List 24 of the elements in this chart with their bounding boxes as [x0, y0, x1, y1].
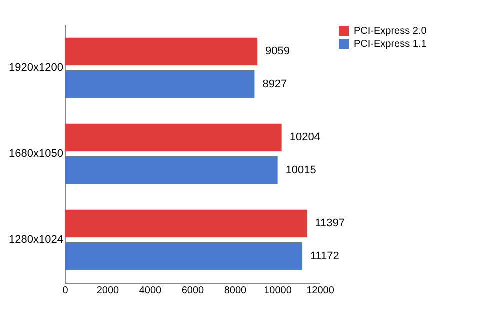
y-tick-label: 1920x1200	[9, 62, 64, 74]
data-label: 11397	[315, 218, 345, 230]
y-tick-label: 1280x1024	[9, 234, 64, 246]
data-label: 9059	[266, 46, 290, 58]
x-tick-label: 6000	[182, 286, 205, 296]
bar	[65, 38, 258, 66]
bar	[65, 156, 278, 184]
data-label: 8927	[262, 78, 288, 90]
data-label: 10204	[290, 132, 320, 144]
data-label: 10015	[286, 164, 316, 176]
x-tick-label: 4000	[139, 286, 162, 296]
bar	[65, 242, 302, 270]
y-tick-label: 1680x1050	[9, 148, 64, 160]
x-tick-label: 12000	[306, 286, 335, 296]
x-tick-label: 8000	[224, 286, 248, 296]
x-tick-label: 0	[62, 286, 69, 296]
bar	[65, 210, 308, 238]
legend-label: PCI-Express 1.1	[354, 39, 428, 50]
data-label: 11172	[310, 250, 340, 262]
bar	[65, 70, 255, 98]
x-tick-label: 2000	[96, 286, 120, 296]
bar	[65, 124, 282, 152]
legend-label: PCI-Express 2.0	[354, 26, 428, 37]
x-tick-label: 10000	[264, 286, 292, 296]
